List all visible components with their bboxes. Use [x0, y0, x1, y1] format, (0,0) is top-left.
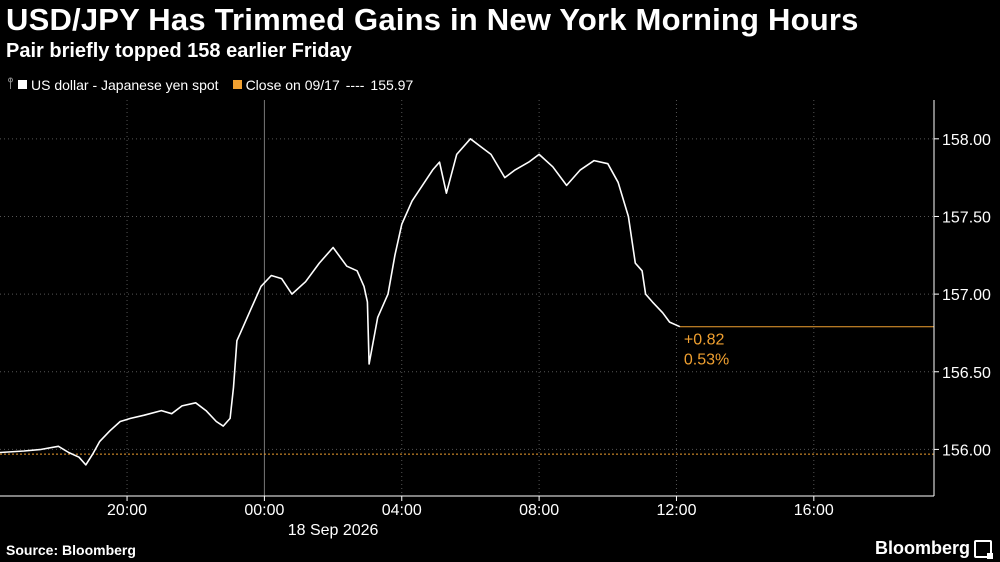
x-tick-label: 04:00	[382, 502, 422, 519]
legend-swatch-series	[18, 80, 27, 89]
legend-label-series: US dollar - Japanese yen spot	[31, 76, 219, 93]
chart-legend: US dollar - Japanese yen spot Close on 0…	[6, 76, 427, 93]
x-tick-label: 08:00	[519, 502, 559, 519]
grid-lines	[0, 100, 934, 496]
change-annotation: +0.82	[684, 332, 725, 349]
legend-pin-icon	[6, 76, 15, 93]
y-tick-label: 157.00	[942, 287, 991, 304]
y-tick-label: 157.50	[942, 209, 991, 226]
x-tick-label: 16:00	[794, 502, 834, 519]
legend-label-close: Close on 09/17	[245, 76, 340, 93]
brand-icon	[974, 539, 993, 559]
legend-close-dashes: ----	[345, 76, 365, 93]
source-note: Source: Bloomberg	[6, 542, 136, 558]
x-tick-label: 20:00	[107, 502, 147, 519]
label-layer: 156.00 156.50 157.00 157.50 158.00 20:00 00:00…	[107, 132, 991, 539]
axis-layer	[0, 100, 939, 501]
chart-subtitle: Pair briefly topped 158 earlier Friday	[6, 40, 352, 62]
y-tick-label: 158.00	[942, 132, 991, 149]
reference-line-layer	[0, 326, 934, 455]
y-tick-label: 156.00	[942, 442, 991, 459]
series-layer	[0, 138, 681, 466]
series-line-usdjpy	[0, 138, 681, 466]
legend-item-close: Close on 09/17 ---- 155.97	[232, 76, 414, 93]
percent-annotation: 0.53%	[684, 352, 729, 369]
brand-logo: Bloomberg	[874, 538, 993, 559]
chart-title: USD/JPY Has Trimmed Gains in New York Mo…	[6, 2, 859, 37]
x-date-label: 18 Sep 2026	[288, 522, 379, 539]
brand-text: Bloomberg	[874, 538, 970, 558]
legend-close-value: 155.97	[370, 76, 414, 93]
x-tick-label: 00:00	[244, 502, 284, 519]
legend-swatch-close	[232, 80, 242, 89]
y-tick-label: 156.50	[942, 365, 991, 382]
legend-item-series: US dollar - Japanese yen spot	[6, 76, 219, 93]
x-tick-label: 12:00	[656, 502, 696, 519]
